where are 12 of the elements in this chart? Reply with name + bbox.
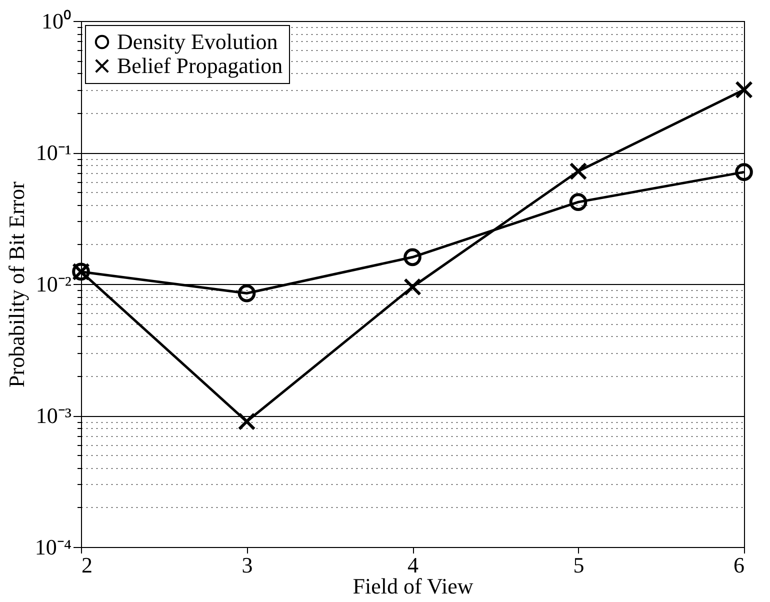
y-tick-label: 10⁻² xyxy=(36,272,72,296)
y-tick-label: 10⁻⁴ xyxy=(34,534,72,560)
y-tick-label: 10⁻¹ xyxy=(36,140,72,165)
x-tick-label: 2 xyxy=(82,552,92,578)
y-tick-label: 10⁻³ xyxy=(36,403,72,428)
x-tick-label: 3 xyxy=(242,552,253,578)
x-tick-label: 6 xyxy=(734,552,744,578)
legend-label: Density Evolution xyxy=(117,29,278,54)
legend-label: Belief Propagation xyxy=(117,53,283,78)
y-tick-label: 10⁰ xyxy=(42,8,72,34)
y-axis-title: Probability of Bit Error xyxy=(4,180,29,388)
x-tick-label: 5 xyxy=(573,552,584,578)
